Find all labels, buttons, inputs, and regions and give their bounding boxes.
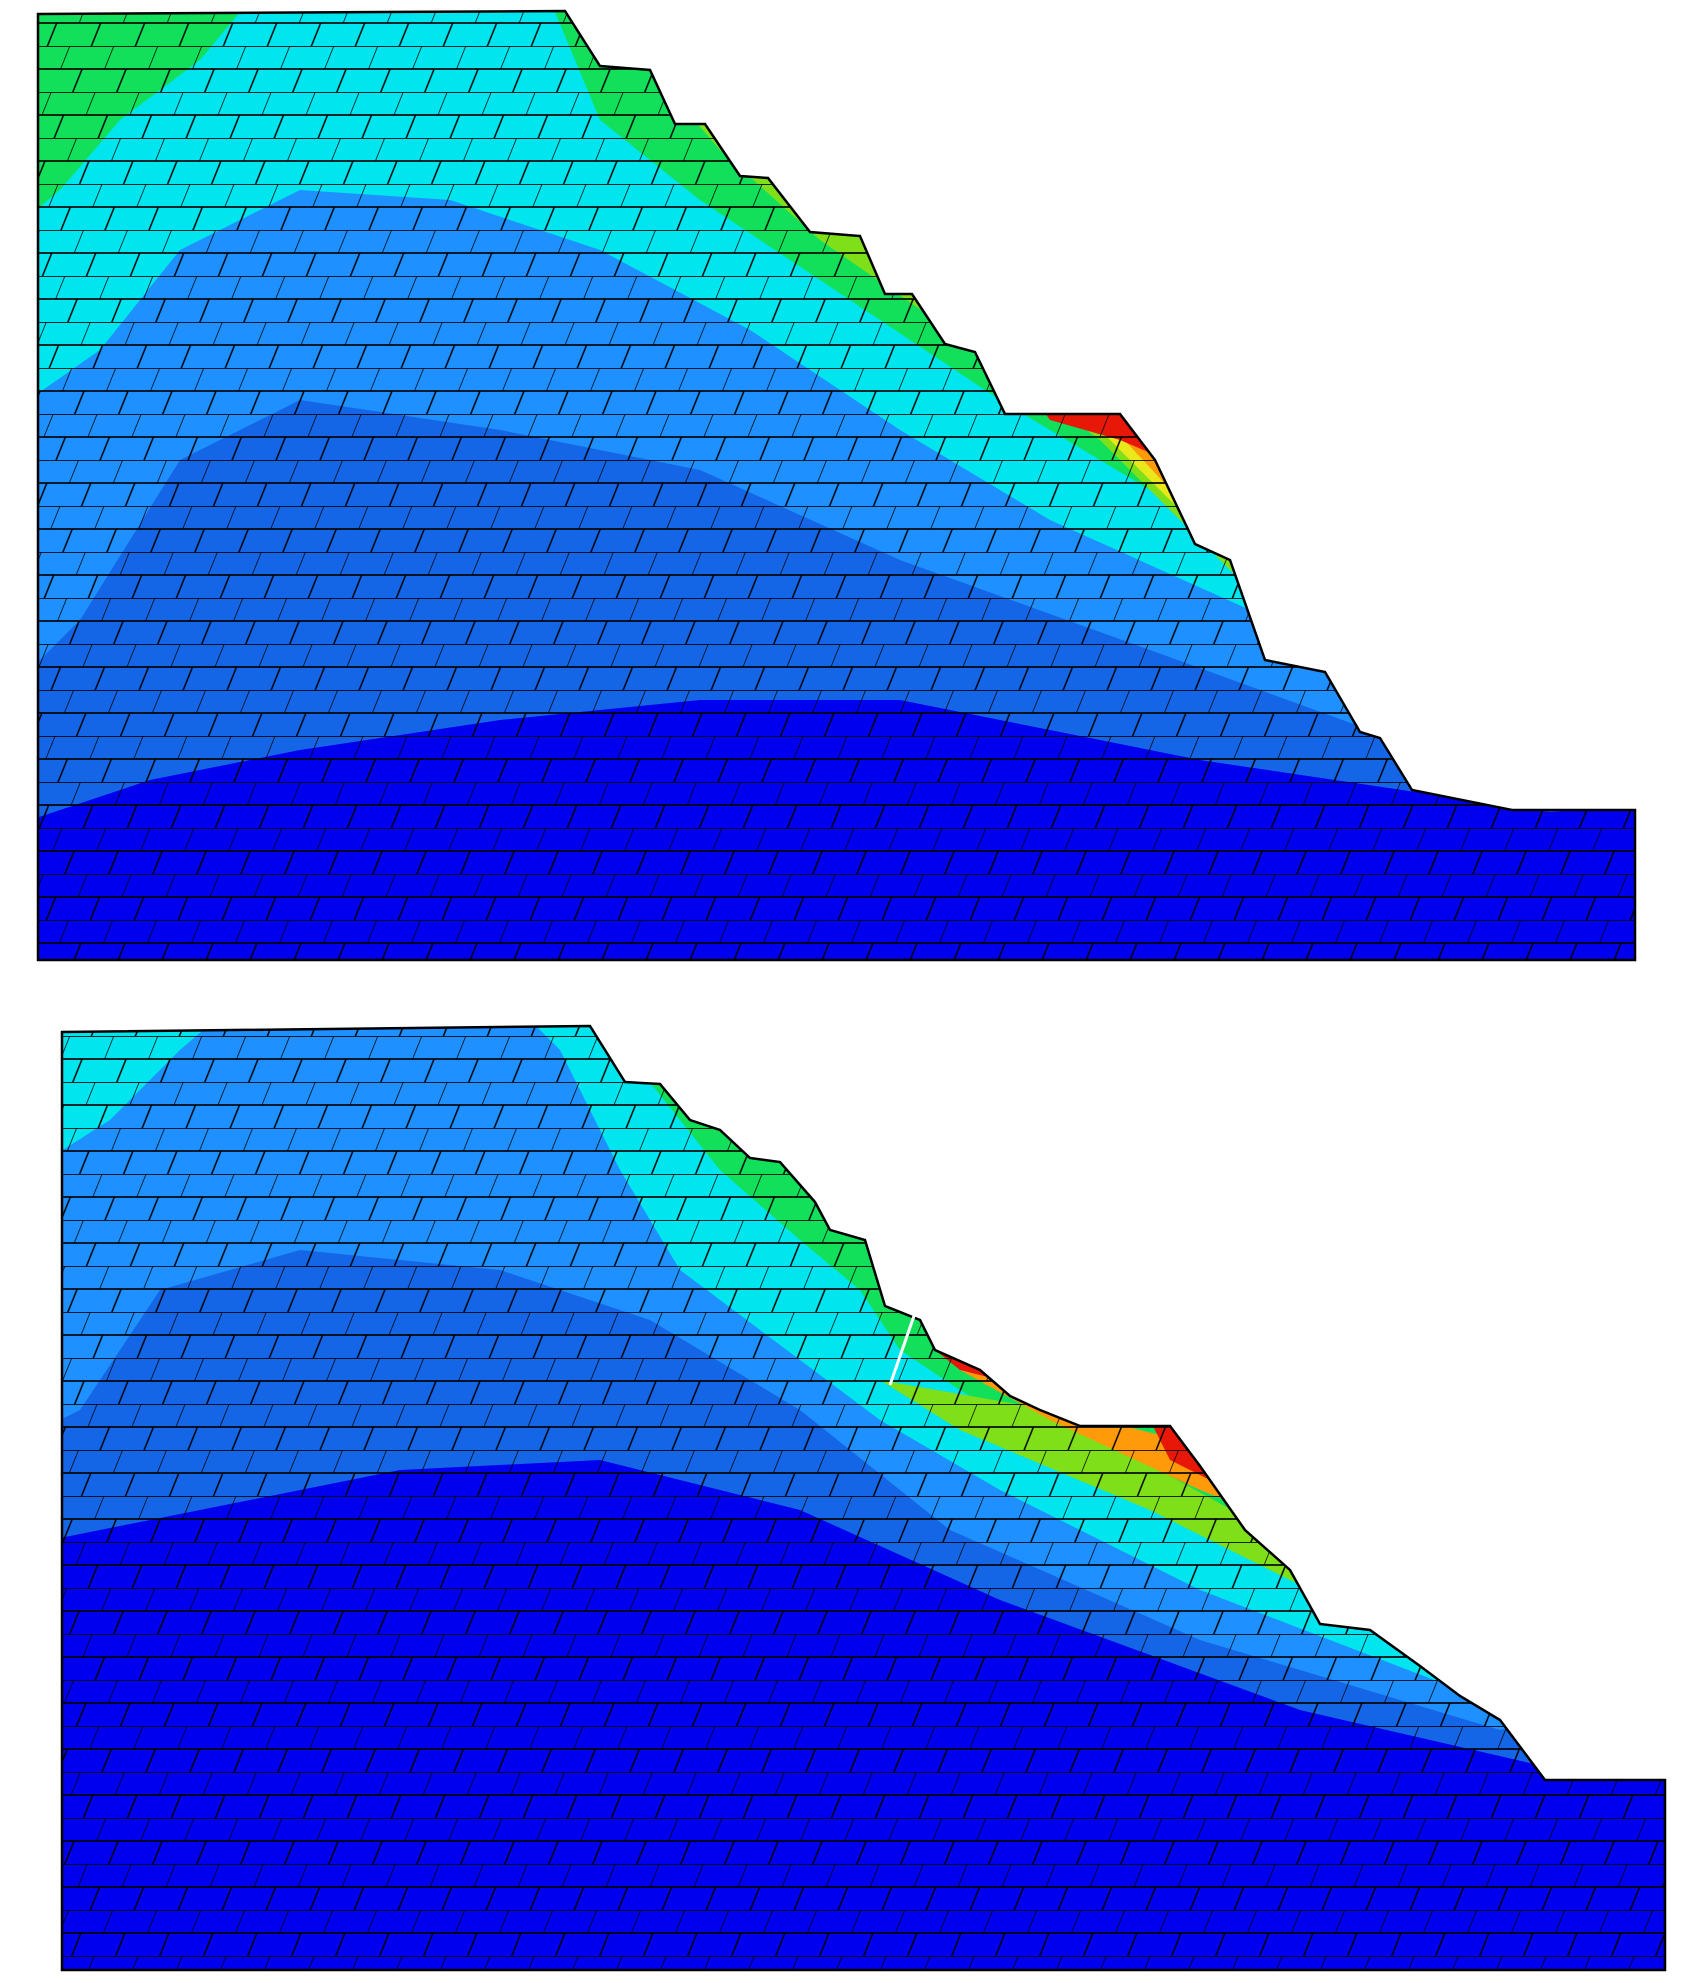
crack-line [888,1312,917,1386]
mesh-grid-top [38,11,1635,960]
mesh-grid-bottom [62,1026,1665,1970]
slope-contour-panel-bottom [0,990,1695,1983]
slope-outline-top [36,9,1637,962]
slope-contour-plot-bottom [60,1024,1667,1972]
slope-outline-bottom [60,1024,1667,1972]
contour-band-10 [930,290,990,340]
slope-contour-panel-top [0,0,1695,990]
contour-field-top [38,11,1635,960]
slope-contour-plot-top [36,9,1637,962]
contour-field-bottom [62,1026,1665,1970]
